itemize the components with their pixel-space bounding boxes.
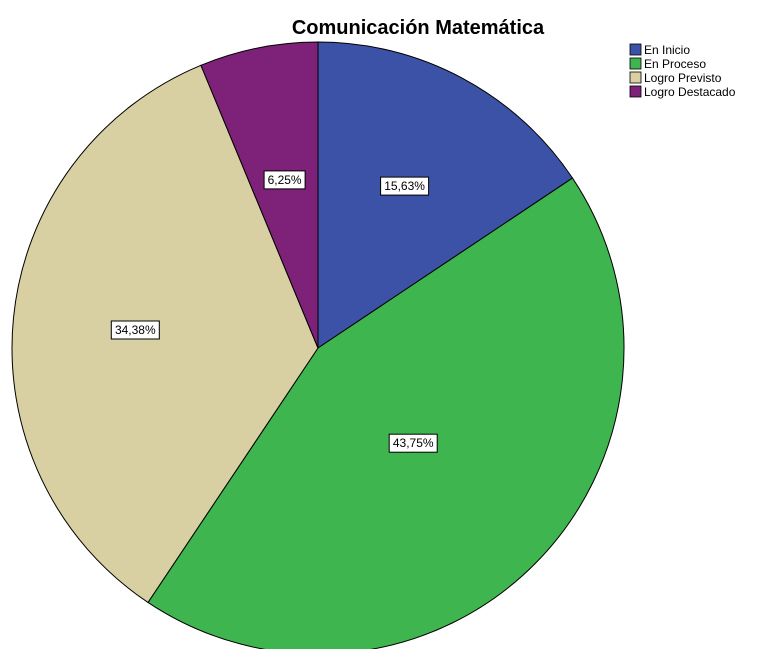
legend-item-en-proceso: En Proceso (629, 57, 706, 71)
legend-label: En Inicio (644, 43, 690, 57)
legend-label: Logro Previsto (644, 71, 722, 85)
pie-slice-en-proceso (147, 177, 625, 649)
legend-item-logro-previsto: Logro Previsto (629, 71, 722, 85)
data-label-text: 43,75% (393, 436, 434, 450)
chart-title: Comunicación Matemática (292, 17, 545, 39)
legend-swatch (629, 85, 642, 98)
legend-label: En Proceso (644, 57, 706, 71)
pie-slice-logro-previsto (11, 64, 319, 604)
data-label-en-proceso: 43,75% (388, 433, 438, 453)
pie-data-labels: 15,63% 43,75% 34,38% 6,25% (110, 170, 438, 453)
legend-label: Logro Destacado (644, 85, 736, 99)
data-label-box (380, 176, 430, 196)
legend-swatch (629, 57, 642, 70)
pie-slices (11, 41, 625, 649)
data-label-box (388, 433, 438, 453)
data-label-logro-destacado: 6,25% (263, 170, 306, 190)
data-label-en-inicio: 15,63% (380, 176, 430, 196)
legend-swatch (629, 71, 642, 84)
legend-item-logro-destacado: Logro Destacado (629, 85, 736, 99)
pie-slice-en-inicio (317, 41, 574, 349)
data-label-text: 15,63% (384, 179, 425, 193)
pie-slice-logro-destacado (200, 41, 319, 349)
data-label-text: 34,38% (115, 323, 156, 337)
data-label-text: 6,25% (268, 173, 302, 187)
data-label-box (110, 320, 160, 340)
legend-swatch (629, 43, 642, 56)
legend-item-en-inicio: En Inicio (629, 43, 690, 57)
data-label-logro-previsto: 34,38% (110, 320, 160, 340)
data-label-box (263, 170, 306, 190)
